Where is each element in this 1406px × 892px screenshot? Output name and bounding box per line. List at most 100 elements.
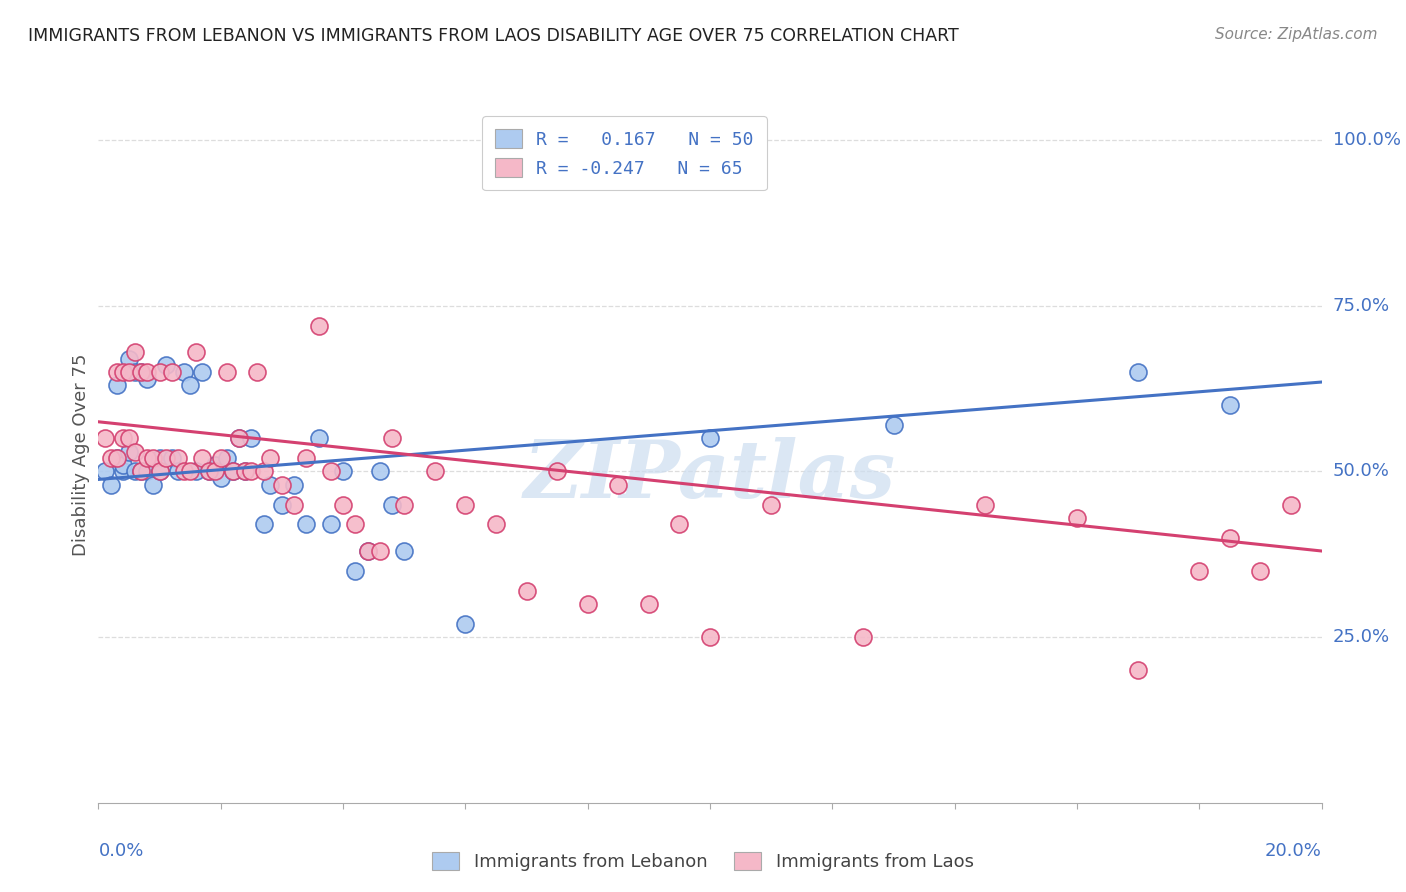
Point [607, 477, 630, 491]
Text: 0.0%: 0.0% [98, 842, 143, 860]
Point [111, 431, 134, 445]
Text: ZIPatlas: ZIPatlas [524, 437, 896, 515]
Point [191, 365, 214, 379]
Point [1219, 398, 1241, 412]
Point [155, 359, 177, 373]
Point [149, 365, 172, 379]
Point [204, 465, 226, 479]
Point [160, 451, 183, 466]
Point [454, 498, 477, 512]
Point [423, 465, 446, 479]
Point [392, 544, 416, 558]
Point [637, 597, 661, 611]
Point [209, 471, 232, 485]
Point [270, 477, 292, 491]
Point [179, 378, 201, 392]
Point [246, 365, 269, 379]
Text: 25.0%: 25.0% [1333, 628, 1391, 646]
Point [93, 465, 115, 479]
Point [454, 616, 477, 631]
Point [233, 465, 256, 479]
Point [699, 630, 721, 644]
Point [356, 544, 378, 558]
Point [332, 465, 354, 479]
Point [118, 351, 141, 366]
Point [368, 465, 391, 479]
Point [228, 431, 250, 445]
Legend: R =   0.167   N = 50, R = -0.247   N = 65: R = 0.167 N = 50, R = -0.247 N = 65 [482, 116, 766, 190]
Point [118, 365, 141, 379]
Point [252, 517, 274, 532]
Point [270, 498, 292, 512]
Point [368, 544, 391, 558]
Point [160, 365, 183, 379]
Point [332, 498, 354, 512]
Point [283, 498, 305, 512]
Point [149, 465, 172, 479]
Point [105, 451, 128, 466]
Point [240, 431, 263, 445]
Point [295, 517, 318, 532]
Point [1219, 531, 1241, 545]
Point [100, 451, 122, 466]
Point [240, 465, 263, 479]
Point [204, 458, 226, 472]
Point [295, 451, 318, 466]
Point [129, 365, 152, 379]
Point [356, 544, 378, 558]
Point [129, 365, 152, 379]
Point [1188, 564, 1211, 578]
Text: 100.0%: 100.0% [1333, 131, 1400, 149]
Point [1128, 365, 1150, 379]
Y-axis label: Disability Age Over 75: Disability Age Over 75 [72, 353, 90, 557]
Point [136, 365, 159, 379]
Point [142, 451, 165, 466]
Point [111, 458, 134, 472]
Text: Source: ZipAtlas.com: Source: ZipAtlas.com [1215, 27, 1378, 42]
Point [124, 345, 146, 359]
Text: 50.0%: 50.0% [1333, 462, 1389, 481]
Point [124, 365, 146, 379]
Point [259, 477, 281, 491]
Point [167, 465, 190, 479]
Point [228, 431, 250, 445]
Point [392, 498, 416, 512]
Point [105, 451, 128, 466]
Point [283, 477, 305, 491]
Point [974, 498, 997, 512]
Point [118, 431, 141, 445]
Point [105, 365, 128, 379]
Point [222, 465, 245, 479]
Point [1249, 564, 1271, 578]
Text: 20.0%: 20.0% [1265, 842, 1322, 860]
Point [209, 451, 232, 466]
Point [852, 630, 875, 644]
Text: 75.0%: 75.0% [1333, 297, 1391, 315]
Point [105, 378, 128, 392]
Point [93, 431, 115, 445]
Text: IMMIGRANTS FROM LEBANON VS IMMIGRANTS FROM LAOS DISABILITY AGE OVER 75 CORRELATI: IMMIGRANTS FROM LEBANON VS IMMIGRANTS FR… [28, 27, 959, 45]
Point [759, 498, 782, 512]
Point [516, 583, 538, 598]
Point [259, 451, 281, 466]
Point [136, 451, 159, 466]
Point [136, 372, 159, 386]
Point [197, 465, 219, 479]
Point [1066, 511, 1088, 525]
Point [155, 451, 177, 466]
Point [576, 597, 599, 611]
Point [149, 465, 172, 479]
Point [215, 451, 238, 466]
Point [233, 465, 256, 479]
Point [381, 431, 404, 445]
Point [546, 465, 568, 479]
Point [129, 465, 152, 479]
Point [308, 431, 330, 445]
Point [167, 451, 190, 466]
Point [173, 465, 195, 479]
Point [319, 517, 342, 532]
Point [308, 318, 330, 333]
Point [222, 465, 245, 479]
Point [215, 365, 238, 379]
Point [883, 418, 905, 433]
